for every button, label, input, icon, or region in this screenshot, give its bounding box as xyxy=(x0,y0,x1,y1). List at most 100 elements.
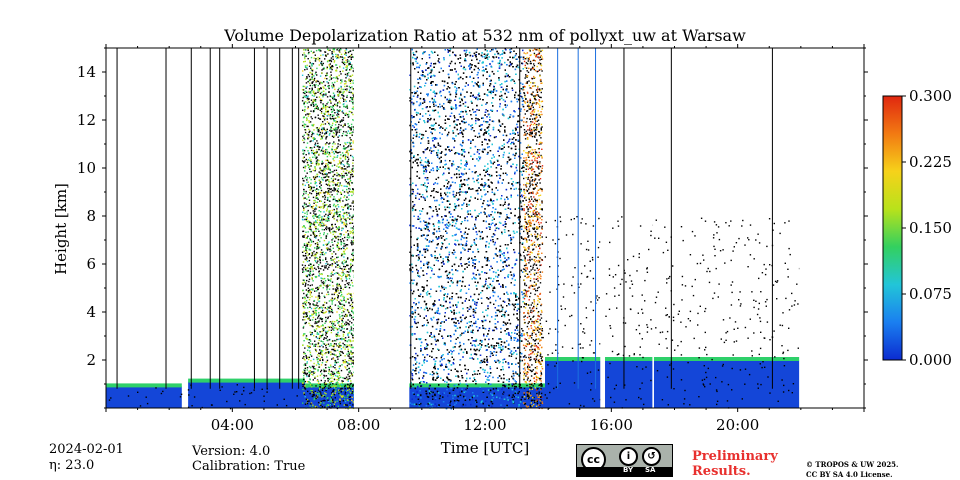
depol-pixel xyxy=(306,177,308,179)
depol-pixel xyxy=(330,257,332,260)
depol-pixel xyxy=(337,110,339,112)
depol-pixel xyxy=(334,98,336,100)
depol-pixel xyxy=(303,250,305,252)
depol-pixel xyxy=(319,385,321,387)
depol-pixel xyxy=(327,351,330,353)
depol-pixel xyxy=(341,380,343,382)
depol-pixel xyxy=(324,166,326,168)
depol-pixel xyxy=(336,129,338,131)
depol-pixel xyxy=(311,252,314,254)
depol-pixel xyxy=(345,260,347,262)
depol-pixel xyxy=(340,318,343,320)
depol-pixel xyxy=(324,382,327,385)
depol-pixel xyxy=(326,103,328,105)
depol-pixel xyxy=(306,117,308,119)
depol-pixel xyxy=(314,156,316,158)
depol-pixel xyxy=(342,288,344,291)
depol-pixel xyxy=(303,392,305,394)
depol-pixel xyxy=(312,310,314,313)
depol-pixel xyxy=(340,396,343,398)
depol-pixel xyxy=(308,278,311,280)
depol-pixel xyxy=(334,374,337,377)
depol-pixel xyxy=(303,197,305,200)
depol-pixel xyxy=(325,347,327,349)
depol-pixel xyxy=(342,97,344,99)
depol-pixel xyxy=(347,394,349,397)
depol-pixel xyxy=(337,143,339,145)
depol-pixel xyxy=(313,178,316,180)
depol-pixel xyxy=(348,311,350,314)
depol-pixel xyxy=(326,339,328,341)
depol-pixel xyxy=(344,73,347,76)
depol-pixel xyxy=(313,104,316,107)
depol-pixel xyxy=(336,165,338,167)
depol-pixel xyxy=(345,277,347,279)
depol-pixel xyxy=(347,368,350,370)
depol-pixel xyxy=(328,385,330,387)
depol-pixel xyxy=(347,56,350,58)
depol-pixel xyxy=(328,213,330,215)
depol-pixel xyxy=(336,319,338,322)
depol-pixel xyxy=(350,279,353,282)
depol-pixel xyxy=(315,395,318,397)
depol-pixel xyxy=(305,250,308,252)
depol-pixel xyxy=(308,185,311,187)
depol-pixel xyxy=(310,290,312,293)
depol-pixel xyxy=(347,274,349,276)
depol-pixel xyxy=(349,383,351,385)
depol-pixel xyxy=(316,248,318,250)
depol-pixel xyxy=(325,319,327,321)
depol-pixel xyxy=(312,103,315,105)
depol-pixel xyxy=(314,207,317,209)
depol-pixel xyxy=(332,340,334,342)
depol-pixel xyxy=(337,136,339,138)
depol-pixel xyxy=(317,380,320,383)
depol-pixel xyxy=(329,188,332,190)
depol-pixel xyxy=(308,253,310,255)
depol-pixel xyxy=(334,206,337,208)
depol-pixel xyxy=(353,79,355,82)
depol-pixel xyxy=(315,161,318,164)
depol-pixel xyxy=(315,385,317,387)
depol-pixel xyxy=(344,52,346,55)
depol-pixel xyxy=(311,288,313,290)
depol-pixel xyxy=(325,136,327,138)
depol-pixel xyxy=(331,151,333,154)
depol-pixel xyxy=(305,274,307,277)
depol-pixel xyxy=(335,121,337,124)
depol-pixel xyxy=(331,87,334,89)
depol-pixel xyxy=(304,123,307,126)
depol-pixel xyxy=(308,356,310,359)
depol-pixel xyxy=(333,187,335,189)
depol-pixel xyxy=(350,294,352,296)
depol-pixel xyxy=(317,162,319,165)
depol-pixel xyxy=(329,321,331,323)
depol-pixel xyxy=(352,200,354,202)
depol-pixel xyxy=(301,74,304,76)
depol-pixel xyxy=(330,343,332,345)
depol-pixel xyxy=(179,396,182,398)
depol-pixel xyxy=(327,275,329,277)
depol-pixel xyxy=(313,79,315,81)
depol-pixel xyxy=(322,324,324,327)
depol-pixel xyxy=(348,206,350,208)
depol-pixel xyxy=(343,297,345,300)
depol-pixel xyxy=(317,206,320,208)
depol-pixel xyxy=(309,405,311,407)
depol-pixel xyxy=(327,326,329,328)
depol-pixel xyxy=(304,367,306,370)
depol-pixel xyxy=(302,271,304,273)
depol-pixel xyxy=(333,61,335,63)
depol-pixel xyxy=(345,54,347,56)
depol-pixel xyxy=(312,105,315,107)
depol-pixel xyxy=(349,375,351,377)
depol-pixel xyxy=(322,207,325,209)
depol-pixel xyxy=(314,405,317,408)
depol-pixel xyxy=(328,185,331,187)
depol-pixel xyxy=(327,366,330,368)
depol-pixel xyxy=(350,79,352,81)
depol-pixel xyxy=(326,293,328,296)
depol-pixel xyxy=(319,75,322,77)
depol-pixel xyxy=(353,328,355,330)
depol-pixel xyxy=(312,140,314,142)
